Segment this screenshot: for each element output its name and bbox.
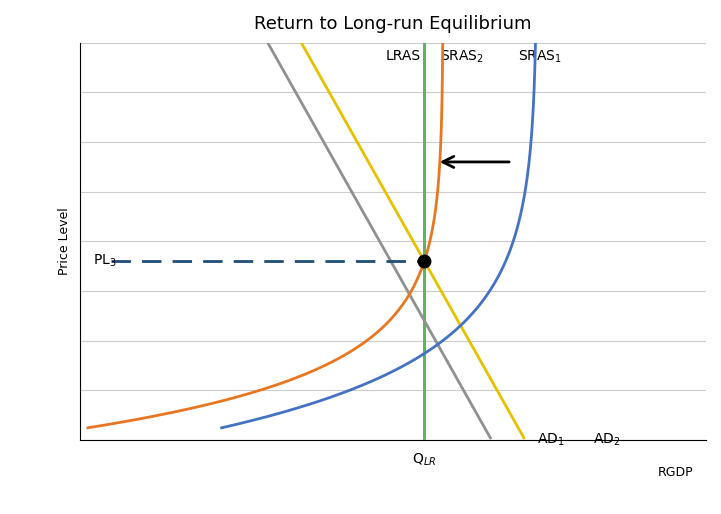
Text: SRAS$_2$: SRAS$_2$	[440, 49, 484, 65]
Text: Q$_{LR}$: Q$_{LR}$	[412, 452, 436, 468]
Title: Return to Long-run Equilibrium: Return to Long-run Equilibrium	[255, 15, 532, 33]
Text: LRAS: LRAS	[386, 49, 421, 63]
Text: AD$_1$: AD$_1$	[537, 432, 565, 448]
Text: AD$_2$: AD$_2$	[593, 432, 621, 448]
Text: PL$_3$: PL$_3$	[92, 253, 116, 269]
Y-axis label: Price Level: Price Level	[58, 208, 71, 275]
Text: RGDP: RGDP	[658, 466, 694, 479]
Text: SRAS$_1$: SRAS$_1$	[518, 49, 562, 65]
